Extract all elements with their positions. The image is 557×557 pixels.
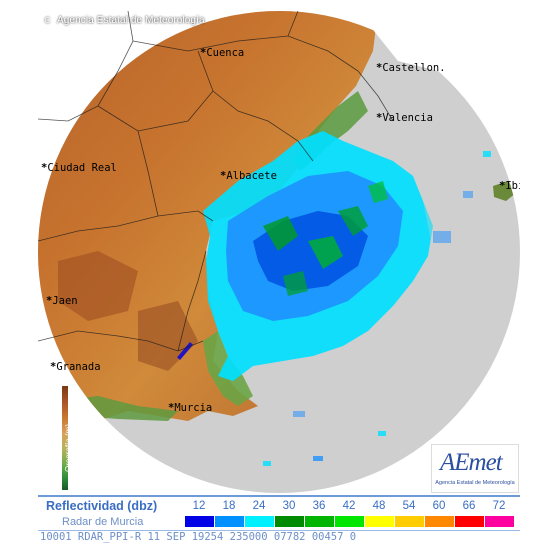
legend-value: 18	[222, 500, 236, 512]
legend-value: 72	[492, 500, 506, 512]
legend-value: 66	[462, 500, 476, 512]
orography-level: 600	[49, 457, 62, 466]
orography-scale: Orografía (m) >2500 2000 1500 1250 1000 …	[38, 384, 74, 493]
legend-title: Reflectividad (dbz)	[46, 499, 158, 513]
aemet-logo: AEmet Agencia Estatal de Meteorología	[431, 444, 519, 493]
legend-value: 48	[372, 500, 386, 512]
legend-value: 60	[432, 500, 446, 512]
city-label-jaen: *Jaen	[46, 295, 78, 307]
legend-value: 30	[282, 500, 296, 512]
orography-level: 800	[49, 448, 62, 457]
city-label-castellon: *Castellon.	[376, 62, 446, 74]
orography-level: 1500	[45, 412, 62, 421]
legend-swatch	[245, 516, 274, 527]
legend-swatch	[455, 516, 484, 527]
legend-swatch	[395, 516, 424, 527]
legend-value: 54	[402, 500, 416, 512]
legend-swatch	[425, 516, 454, 527]
province-borders	[38, 11, 394, 352]
city-label-cuenca: *Cuenca	[200, 47, 245, 59]
copyright-text: Agencia Estatal de Meteorología	[57, 15, 205, 27]
legend-swatch	[185, 516, 214, 527]
reflectivity-legend: Reflectividad (dbz) Radar de Murcia 12 1…	[38, 495, 520, 532]
legend-value: 24	[252, 500, 266, 512]
city-label-valencia: *Valencia	[376, 112, 433, 124]
orography-color-bar	[62, 386, 68, 490]
legend-swatch	[305, 516, 334, 527]
legend-swatch	[335, 516, 364, 527]
orography-level: 2000	[45, 398, 62, 407]
legend-swatch	[365, 516, 394, 527]
orography-title: Orografía (m)	[64, 424, 73, 473]
legend-radar-name: Radar de Murcia	[62, 516, 144, 528]
city-label-murcia: *Murcia	[168, 402, 213, 414]
legend-swatch	[215, 516, 244, 527]
copyright-notice: C Agencia Estatal de Meteorología	[41, 14, 205, 27]
legend-value: 36	[312, 500, 326, 512]
logo-subtitle: Agencia Estatal de Meteorología	[435, 480, 515, 486]
orography-level: >2500	[40, 384, 62, 393]
radar-echoes	[177, 131, 491, 466]
legend-value: 42	[342, 500, 356, 512]
radar-map-image	[38, 11, 520, 493]
copyright-icon: C	[41, 14, 54, 27]
logo-wordmark: AEmet	[440, 449, 503, 476]
orography-level: 0	[57, 484, 62, 493]
status-line: 10001 RDAR_PPI-R 11 SEP 19254 235000 077…	[38, 530, 520, 544]
legend-swatch	[485, 516, 514, 527]
orography-level: 400	[49, 466, 62, 475]
city-label-albacete: *Albacete	[220, 170, 277, 182]
orography-level: 1000	[45, 438, 62, 447]
city-label-ciudad-real: *Ciudad Real	[41, 162, 117, 174]
orography-level: 1250	[45, 426, 62, 435]
legend-swatch	[275, 516, 304, 527]
city-label-ibiza: *Ibiza	[499, 180, 520, 192]
city-label-granada: *Granada	[50, 361, 101, 373]
orography-level: 200	[49, 475, 62, 484]
radar-map: C Agencia Estatal de Meteorología *Cuenca…	[38, 11, 520, 493]
legend-value: 12	[192, 500, 206, 512]
